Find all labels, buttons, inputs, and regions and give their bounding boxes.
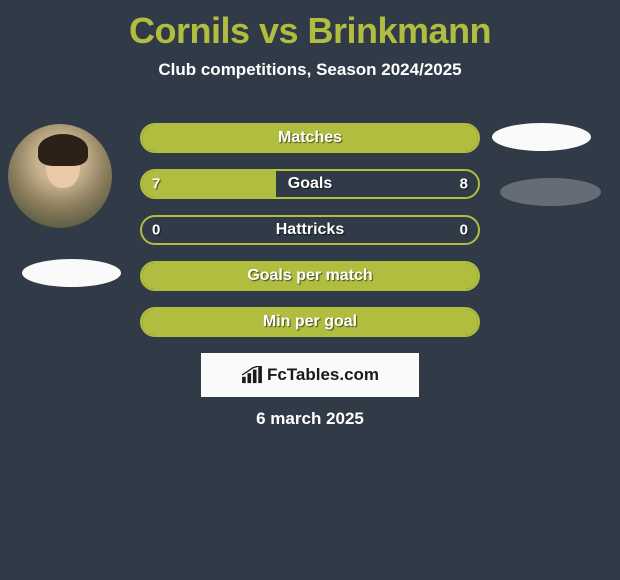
decorative-oval-bottom-left [22,259,121,287]
bar-goals: 7 Goals 8 [140,169,480,199]
comparison-bars: Matches 7 Goals 8 0 Hattricks 0 Goals pe… [140,123,480,353]
bar-label: Hattricks [142,221,478,239]
bar-value-right: 8 [460,176,468,193]
bar-label: Goals [142,175,478,193]
bar-label: Goals per match [142,267,478,285]
bar-chart-icon [241,366,263,384]
player-avatar-left [8,124,112,228]
bar-hattricks: 0 Hattricks 0 [140,215,480,245]
bar-label: Matches [142,129,478,147]
decorative-oval-mid-right [500,178,601,206]
bar-value-right: 0 [460,222,468,239]
bar-label: Min per goal [142,313,478,331]
bar-min-per-goal: Min per goal [140,307,480,337]
bar-matches: Matches [140,123,480,153]
snapshot-date: 6 march 2025 [0,409,620,429]
fctables-logo: FcTables.com [201,353,419,397]
logo-text: FcTables.com [267,365,379,385]
page-subtitle: Club competitions, Season 2024/2025 [0,60,620,80]
page-title: Cornils vs Brinkmann [0,0,620,52]
bar-goals-per-match: Goals per match [140,261,480,291]
decorative-oval-top-right [492,123,591,151]
